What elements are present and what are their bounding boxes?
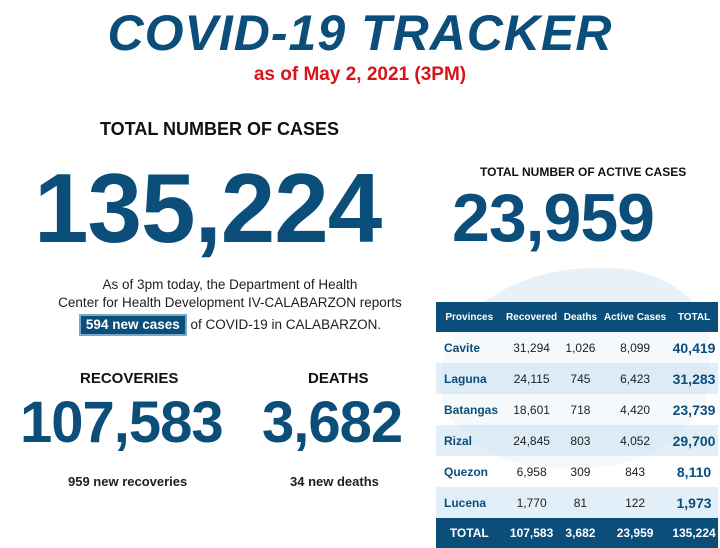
recovered-cell: 31,294 [502, 332, 561, 363]
active-cases-label: TOTAL NUMBER OF ACTIVE CASES [480, 165, 687, 179]
active-cell: 6,423 [600, 363, 671, 394]
active-cell: 8,099 [600, 332, 671, 363]
total-cases-label: TOTAL NUMBER OF CASES [100, 119, 340, 139]
total-active: 23,959 [600, 518, 671, 548]
total-cell: 8,110 [670, 456, 718, 487]
total-deaths: 3,682 [560, 518, 601, 548]
table-total-row: TOTAL 107,583 3,682 23,959 135,224 [436, 518, 718, 548]
active-cell: 4,420 [600, 394, 671, 425]
table-row: Quezon 6,958 309 843 8,110 [436, 456, 718, 487]
total-cases-value: 135,224 [34, 153, 382, 263]
active-cell: 4,052 [600, 425, 671, 456]
deaths-note: 34 new deaths [290, 474, 379, 489]
column-header: TOTAL [670, 302, 718, 332]
new-cases-badge: 594 new cases [78, 314, 187, 336]
recovered-cell: 1,770 [502, 487, 561, 518]
active-cell: 122 [600, 487, 671, 518]
deaths-cell: 81 [560, 487, 601, 518]
total-cell: 31,283 [670, 363, 718, 394]
recovered-cell: 24,115 [502, 363, 561, 394]
table-row: Batangas 18,601 718 4,420 23,739 [436, 394, 718, 425]
province-name: Cavite [436, 332, 503, 363]
total-recovered: 107,583 [502, 518, 561, 548]
total-cell: 1,973 [670, 487, 718, 518]
recovered-cell: 18,601 [502, 394, 561, 425]
report-paragraph: As of 3pm today, the Department of Healt… [40, 276, 420, 336]
recovered-cell: 24,845 [502, 425, 561, 456]
column-header: Provinces [436, 302, 503, 332]
deaths-cell: 309 [560, 456, 601, 487]
deaths-cell: 1,026 [560, 332, 601, 363]
recoveries-value: 107,583 [20, 390, 224, 455]
report-line-3: 594 new cases of COVID-19 in CALABARZON. [40, 314, 420, 336]
active-cell: 843 [600, 456, 671, 487]
column-header: Recovered [502, 302, 561, 332]
table-row: Rizal 24,845 803 4,052 29,700 [436, 425, 718, 456]
report-line-2: Center for Health Development IV-CALABAR… [58, 295, 402, 310]
province-table: Provinces Recovered Deaths Active Cases … [436, 302, 718, 548]
deaths-cell: 803 [560, 425, 601, 456]
column-header: Active Cases [600, 302, 671, 332]
total-cell: 23,739 [670, 394, 718, 425]
column-header: Deaths [560, 302, 601, 332]
province-name: Rizal [436, 425, 503, 456]
total-cell: 29,700 [670, 425, 718, 456]
table-header-row: Provinces Recovered Deaths Active Cases … [436, 302, 718, 332]
province-name: Laguna [436, 363, 503, 394]
deaths-cell: 745 [560, 363, 601, 394]
active-cases-value: 23,959 [452, 180, 655, 256]
province-name: Lucena [436, 487, 503, 518]
recoveries-note: 959 new recoveries [68, 474, 188, 489]
recoveries-label: RECOVERIES [80, 370, 179, 387]
deaths-label: DEATHS [308, 370, 369, 387]
province-name: Quezon [436, 456, 503, 487]
grand-total: 135,224 [670, 518, 718, 548]
table-row: Lucena 1,770 81 122 1,973 [436, 487, 718, 518]
total-row-label: TOTAL [436, 518, 503, 548]
total-cell: 40,419 [670, 332, 718, 363]
province-name: Batangas [436, 394, 503, 425]
report-line-1: As of 3pm today, the Department of Healt… [102, 277, 358, 292]
table-row: Cavite 31,294 1,026 8,099 40,419 [436, 332, 718, 363]
report-line-3-text: of COVID-19 in CALABARZON. [190, 317, 382, 332]
deaths-cell: 718 [560, 394, 601, 425]
page-title: COVID-19 TRACKER [107, 5, 613, 61]
as-of-date: as of May 2, 2021 (3PM) [253, 64, 467, 85]
deaths-value: 3,682 [262, 390, 403, 455]
table-row: Laguna 24,115 745 6,423 31,283 [436, 363, 718, 394]
recovered-cell: 6,958 [502, 456, 561, 487]
